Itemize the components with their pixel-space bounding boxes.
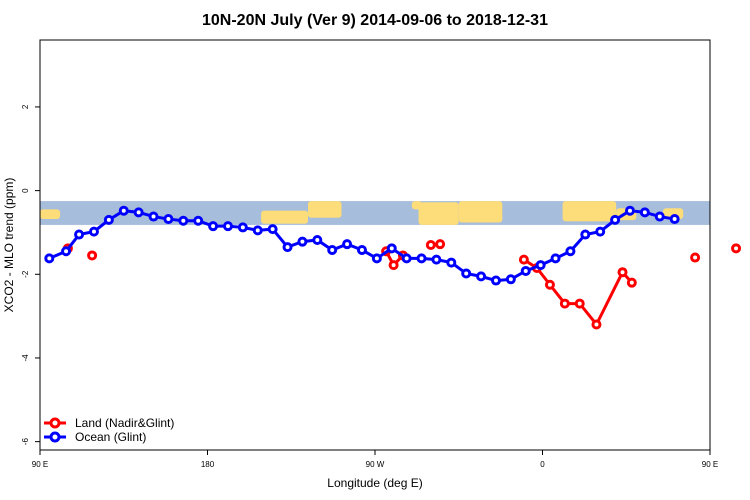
data-point: [44, 253, 55, 264]
data-point: [610, 214, 621, 225]
data-point: [617, 267, 628, 278]
map-land-patch: [261, 210, 308, 224]
y-tick-label: 0: [21, 188, 30, 193]
data-point: [624, 205, 635, 216]
data-point: [416, 253, 427, 264]
data-point: [74, 229, 85, 240]
data-point: [446, 257, 457, 268]
data-point: [550, 253, 561, 264]
legend-land-marker: [49, 417, 61, 429]
data-point: [87, 250, 98, 261]
data-point: [505, 274, 516, 285]
data-point: [690, 252, 701, 263]
map-land-patch: [418, 202, 459, 225]
data-point: [639, 207, 650, 218]
legend-ocean-label: Ocean (Glint): [75, 430, 146, 444]
x-axis-label: Longitude (deg E): [327, 476, 422, 490]
x-axis: 90 E 180 90 W 0 90 E: [32, 450, 718, 469]
data-point: [626, 277, 637, 288]
legend-land-label: Land (Nadir&Glint): [75, 416, 174, 430]
data-point: [342, 239, 353, 250]
data-point: [435, 239, 446, 250]
data-point: [574, 298, 585, 309]
data-point: [327, 245, 338, 256]
map-land-patch: [458, 201, 503, 223]
data-point: [371, 253, 382, 264]
data-point: [591, 319, 602, 330]
y-tick-label: -2: [21, 270, 30, 278]
data-point: [103, 214, 114, 225]
map-land-patch: [562, 201, 617, 222]
data-point: [461, 268, 472, 279]
data-point: [595, 226, 606, 237]
chart-title: 10N-20N July (Ver 9) 2014-09-06 to 2018-…: [202, 12, 548, 29]
data-point: [208, 221, 219, 232]
data-point: [535, 260, 546, 271]
data-point: [88, 226, 99, 237]
data-point: [282, 242, 293, 253]
data-point: [490, 275, 501, 286]
map-band-ocean: [40, 201, 710, 225]
data-point: [133, 207, 144, 218]
x-tick-label: 90 W: [366, 460, 385, 469]
data-point: [654, 211, 665, 222]
legend: Land (Nadir&Glint) Ocean (Glint): [44, 416, 174, 444]
map-band: [40, 201, 710, 225]
y-axis-label: XCO2 - MLO trend (ppm): [2, 178, 16, 313]
series-1: [44, 205, 680, 286]
x-tick-label: 0: [540, 460, 545, 469]
data-point: [312, 234, 323, 245]
data-point: [731, 243, 742, 254]
series-layer: [44, 205, 742, 330]
data-point: [518, 254, 529, 265]
data-point: [356, 245, 367, 256]
data-point: [252, 225, 263, 236]
data-point: [565, 246, 576, 257]
data-point: [193, 215, 204, 226]
data-point: [297, 236, 308, 247]
data-point: [118, 205, 129, 216]
data-point: [267, 224, 278, 235]
data-point: [431, 254, 442, 265]
y-axis: 2 0 -2 -4 -6: [21, 104, 40, 445]
data-point: [476, 271, 487, 282]
y-tick-label: 2: [21, 104, 30, 109]
y-tick-label: -6: [21, 438, 30, 446]
x-tick-label: 90 E: [32, 460, 48, 469]
data-point: [163, 214, 174, 225]
data-point: [401, 253, 412, 264]
data-point: [559, 298, 570, 309]
data-point: [669, 214, 680, 225]
data-point: [388, 260, 399, 271]
data-point: [386, 243, 397, 254]
y-tick-label: -4: [21, 354, 30, 362]
map-land-patch: [308, 201, 342, 218]
data-point: [425, 240, 436, 250]
data-point: [520, 265, 531, 276]
map-land-patch: [40, 209, 61, 219]
x-tick-label: 180: [201, 460, 215, 469]
data-point: [178, 215, 189, 226]
data-point: [237, 222, 248, 233]
data-point: [544, 279, 555, 290]
data-point: [61, 246, 72, 257]
data-point: [222, 221, 233, 232]
plot-frame: [39, 39, 711, 451]
legend-ocean-marker: [49, 431, 61, 443]
data-point: [580, 229, 591, 240]
data-point: [148, 211, 159, 222]
x-tick-label: 90 E: [702, 460, 718, 469]
